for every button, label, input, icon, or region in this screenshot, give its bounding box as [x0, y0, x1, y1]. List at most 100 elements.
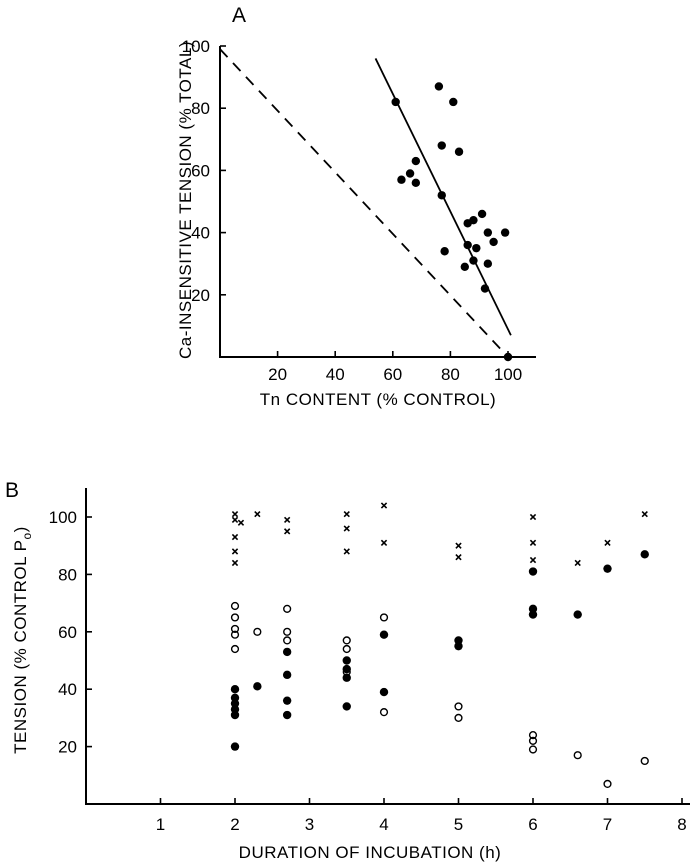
panel-a-fit-lines [219, 48, 512, 358]
b-x-tick-label: 5 [454, 815, 463, 834]
b-open-point [454, 713, 463, 723]
b-x-tick-label: 7 [603, 815, 612, 834]
a-data-point [454, 147, 464, 156]
b-filled-point [282, 670, 292, 680]
b-cross-point [343, 525, 350, 532]
a-data-point [483, 259, 493, 268]
b-filled-point [528, 610, 538, 619]
b-open-point [454, 702, 463, 711]
b-filled-point [342, 673, 351, 682]
panel-b-y-label-subscript: o [20, 532, 34, 539]
b-y-tick-label: 100 [49, 508, 77, 527]
b-open-point [283, 627, 292, 636]
a-y-tick-label: 100 [182, 37, 210, 56]
a-data-point [463, 240, 472, 250]
a-data-point [405, 169, 415, 178]
panel-b-axes [85, 488, 690, 805]
b-cross-point [343, 510, 350, 518]
b-open-point [230, 601, 240, 611]
b-open-point [573, 751, 582, 760]
a-data-point [472, 243, 481, 253]
b-filled-point [528, 567, 538, 576]
b-x-tick-label: 4 [379, 815, 388, 834]
b-cross-point [283, 516, 291, 524]
b-filled-point [342, 656, 351, 665]
b-x-tick-label: 3 [305, 815, 314, 834]
b-filled-point [603, 564, 612, 573]
panel-b-letter: B [5, 479, 19, 502]
a-data-point [469, 256, 478, 265]
b-open-point [379, 613, 389, 622]
a-data-point [460, 262, 469, 272]
b-cross-point [641, 510, 648, 518]
b-y-tick-label: 40 [58, 680, 77, 699]
a-data-point [489, 237, 498, 247]
panel-b-chart: B 1 2 3 4 5 6 7 8 20 40 60 80 100 DURATION OF INCUBA… [5, 479, 690, 862]
b-open-point [283, 604, 292, 613]
b-open-point [230, 624, 240, 634]
a-data-point [480, 284, 490, 293]
a-data-point [477, 209, 487, 219]
panel-b-y-label-main: TENSION (% CONTROL P [11, 540, 30, 754]
b-filled-point [230, 693, 240, 703]
panel-b-ticks: 1 2 3 4 5 6 7 8 20 40 60 80 100 [49, 508, 687, 834]
b-open-point [253, 627, 262, 636]
a-dashed-line [219, 48, 509, 358]
b-cross-point [604, 539, 611, 546]
b-y-tick-label: 80 [58, 565, 77, 584]
b-cross-point [574, 559, 581, 567]
a-data-point [440, 247, 449, 256]
b-filled-point [253, 682, 262, 691]
a-data-point [469, 215, 478, 225]
b-filled-point [282, 710, 292, 720]
b-x-tick-label: 8 [677, 815, 686, 834]
b-open-point [528, 731, 538, 740]
b-cross-point [231, 533, 239, 541]
a-y-tick-label: 40 [191, 224, 210, 243]
b-cross-point [231, 548, 239, 555]
b-y-tick-label: 20 [58, 738, 77, 757]
a-data-point [449, 97, 458, 107]
panel-b-x-axis-label: DURATION OF INCUBATION (h) [239, 843, 502, 862]
a-y-tick-label: 80 [191, 99, 210, 118]
b-cross-point [231, 559, 239, 567]
b-cross-point [380, 539, 388, 546]
b-filled-point [454, 641, 463, 651]
b-filled-point [379, 630, 389, 639]
b-open-point [230, 644, 240, 654]
b-cross-point [529, 513, 537, 521]
b-cross-point [343, 548, 350, 555]
a-data-point [434, 82, 444, 91]
a-y-tick-label: 20 [191, 286, 210, 305]
b-filled-point [230, 705, 240, 714]
panel-a-points [391, 82, 513, 362]
panel-a-letter: A [232, 4, 246, 27]
b-cross-point [283, 528, 291, 535]
b-cross-point [380, 502, 388, 509]
a-data-point [483, 228, 493, 237]
a-data-point [437, 141, 446, 150]
b-filled-point [342, 702, 351, 711]
b-filled-point [230, 742, 240, 751]
b-open-point [528, 745, 538, 754]
b-filled-point [230, 710, 240, 720]
panel-b-y-axis-label: TENSION (% CONTROL Po) [11, 526, 34, 754]
b-cross-point [231, 516, 239, 524]
a-data-point [503, 352, 513, 362]
b-cross-point [455, 554, 462, 561]
b-filled-point [640, 550, 649, 559]
b-filled-point [230, 685, 240, 694]
b-cross-point [529, 539, 537, 546]
b-x-tick-label: 1 [156, 815, 165, 834]
panel-a-y-axis-label: Ca-INSENSITIVE TENSION (% TOTAL) [176, 41, 195, 359]
b-cross-point [529, 556, 537, 564]
a-data-point [500, 228, 510, 237]
a-x-tick-label: 40 [326, 365, 345, 384]
b-open-point [342, 667, 351, 677]
b-filled-point [230, 699, 240, 708]
b-cross-point [455, 542, 462, 549]
b-open-point [640, 756, 649, 766]
b-filled-point [379, 687, 389, 697]
b-open-point [230, 613, 240, 622]
b-y-tick-label: 60 [58, 623, 77, 642]
